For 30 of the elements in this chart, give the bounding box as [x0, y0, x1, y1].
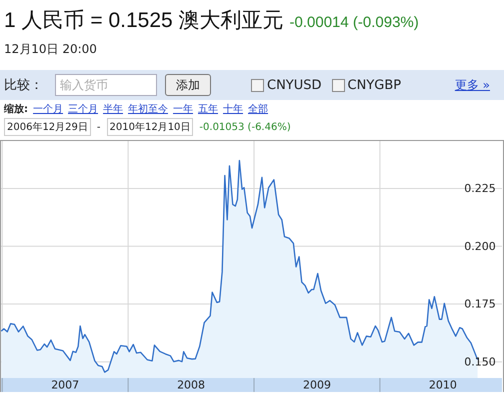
text: 全部: [248, 102, 268, 116]
text: 12月10日 20:00: [4, 40, 97, 58]
chart-subtitle: -0.00014 (-0.093%): [290, 14, 419, 31]
text: -0.01053 (-6.46%): [199, 122, 291, 132]
y-tick-label: 0.225: [464, 182, 496, 196]
y-tick-label: 0.175: [464, 298, 496, 311]
text: 输入货币: [55, 74, 157, 96]
text: 2010年12月10日: [106, 118, 194, 136]
text: 缩放:: [4, 102, 28, 116]
text: 添加: [165, 74, 211, 96]
text: 一个月: [33, 103, 63, 116]
text: 半年: [103, 102, 123, 116]
text: 五年: [198, 103, 218, 116]
text: -: [96, 122, 101, 132]
text: 一年: [173, 103, 193, 116]
x-tick-label: 2007: [51, 378, 80, 392]
text: 三个月: [68, 103, 98, 116]
text: 更多 »: [454, 76, 490, 94]
x-tick-label: 2010: [428, 378, 457, 392]
x-tick-label: 2009: [302, 378, 331, 392]
text: 年初至今: [128, 102, 168, 116]
x-tick-label: 2008: [177, 378, 206, 392]
y-tick-label: 0.150: [464, 355, 496, 368]
text: CNYGBP: [348, 78, 402, 92]
chart-title: 1 人民币 = 0.1525 澳大利亚元: [4, 9, 284, 32]
text: CNYUSD: [267, 78, 322, 92]
text: 2006年12月29日: [4, 118, 91, 136]
text: 比较：: [4, 77, 43, 94]
text: 十年: [223, 102, 243, 116]
y-tick-label: 0.200: [464, 240, 496, 253]
